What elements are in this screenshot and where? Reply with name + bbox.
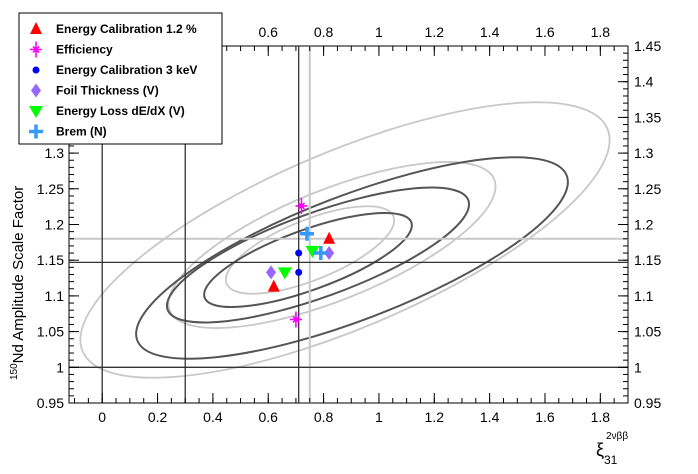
x-top-tick-label-3: 1.2 [425, 24, 445, 40]
y-right-tick-label-4: 1.15 [634, 252, 661, 268]
point-cross-5-1-shape [313, 246, 328, 261]
x-tick-label-3: 0.6 [259, 409, 279, 425]
x-top-tick-label-6: 1.8 [591, 24, 611, 40]
point-triangle-down-4-1-shape [305, 245, 320, 258]
legend-marker-1 [30, 41, 42, 58]
legend-marker-4 [29, 106, 43, 118]
y-right-tick-label-10: 1.45 [634, 38, 661, 54]
legend-label-4: Energy Loss dE/dX (V) [56, 104, 185, 118]
contours-dark [135, 156, 569, 360]
x-top-tick-label-1: 0.8 [314, 24, 334, 40]
point-triangle-up-0-0 [267, 279, 280, 292]
contour-light-2 [167, 161, 497, 329]
y-tick-label-1: 1 [56, 359, 64, 375]
legend-label-2: Energy Calibration 3 keV [56, 63, 197, 77]
legend-label-3: Foil Thickness (V) [56, 84, 159, 98]
point-star-1-1 [289, 311, 302, 328]
x-tick-label-9: 1.8 [591, 409, 611, 425]
legend-label-0: Energy Calibration 1.2 % [56, 22, 197, 36]
legend-marker-0 [30, 22, 42, 34]
x-tick-label-4: 0.8 [314, 409, 334, 425]
point-circle-2-0 [295, 249, 303, 257]
legend-marker-1-center [33, 47, 39, 52]
y-right-tick-label-5: 1.2 [634, 217, 654, 233]
legend-marker-3-shape [31, 83, 41, 98]
point-triangle-up-0-0-shape [267, 279, 280, 292]
legend-marker-0-shape [30, 22, 42, 34]
x-axis-title-main: ξ [596, 440, 604, 460]
y-axis-title-sup: 150 [9, 363, 20, 380]
legend-marker-5 [29, 124, 43, 139]
legend: Energy Calibration 1.2 % Efficiency Energy… [18, 12, 223, 145]
point-triangle-down-4-0-shape [277, 267, 292, 280]
point-triangle-up-0-1-shape [323, 231, 336, 244]
point-diamond-3-1 [324, 246, 335, 261]
y-right-tick-label-8: 1.35 [634, 109, 661, 125]
point-triangle-up-0-1 [323, 231, 336, 244]
point-circle-2-1-shape [295, 268, 303, 276]
y-right-tick-label-6: 1.25 [634, 181, 661, 197]
contour-dark-1 [203, 211, 413, 309]
x-top-tick-label-5: 1.6 [535, 24, 555, 40]
legend-marker-2 [32, 66, 40, 74]
point-star-1-0 [295, 197, 308, 214]
y-tick-label-0: 0.95 [37, 395, 64, 411]
x-tick-label-2: 0.4 [203, 409, 223, 425]
point-triangle-down-4-1 [305, 245, 320, 258]
x-tick-label-6: 1.2 [425, 409, 445, 425]
point-star-1-1-center [293, 317, 299, 322]
legend-marker-5-shape [29, 124, 43, 139]
legend-marker-3 [31, 83, 41, 98]
y-tick-label-2: 1.05 [37, 324, 64, 340]
contour-dark-2 [165, 186, 471, 324]
x-tick-label-5: 1 [375, 409, 383, 425]
y-right-tick-label-1: 1 [634, 359, 642, 375]
x-axis-title-sub: 31 [604, 453, 618, 467]
point-circle-2-0-shape [295, 249, 303, 257]
point-cross-5-0 [299, 226, 314, 241]
y-right-tick-label-7: 1.3 [634, 145, 654, 161]
x-tick-label-7: 1.4 [480, 409, 500, 425]
x-tick-label-1: 0.2 [148, 409, 168, 425]
y-right-tick-label-0: 0.95 [634, 395, 661, 411]
x-tick-label-8: 1.6 [535, 409, 555, 425]
point-cross-5-0-shape [299, 226, 314, 241]
data-points [266, 197, 336, 328]
point-diamond-3-1-shape [324, 246, 335, 261]
x-top-tick-label-0: 0.6 [259, 24, 279, 40]
y-tick-label-5: 1.2 [45, 217, 65, 233]
legend-label-1: Efficiency [56, 43, 113, 57]
y-axis-title: 150Nd Amplitude Scale Factor [9, 186, 27, 380]
point-circle-2-1 [295, 268, 303, 276]
legend-marker-2-shape [32, 66, 40, 74]
y-axis-title-main: Nd Amplitude Scale Factor [10, 186, 27, 364]
point-triangle-down-4-0 [277, 267, 292, 280]
y-tick-label-6: 1.25 [37, 181, 64, 197]
y-tick-label-3: 1.1 [45, 288, 65, 304]
legend-box [18, 12, 223, 145]
x-axis-title: ξ [596, 440, 604, 460]
point-cross-5-1 [313, 246, 328, 261]
legend-label-5: Brem (N) [56, 125, 107, 139]
y-right-tick-label-9: 1.4 [634, 74, 654, 90]
x-top-tick-label-2: 1 [375, 24, 383, 40]
x-top-tick-label-4: 1.4 [480, 24, 500, 40]
x-tick-label-0: 0 [98, 409, 106, 425]
y-tick-label-7: 1.3 [45, 145, 65, 161]
y-right-tick-label-3: 1.1 [634, 288, 654, 304]
contour-dark-3 [135, 156, 569, 360]
legend-marker-4-shape [29, 106, 43, 118]
x-axis-title-sup: 2νββ [606, 431, 628, 442]
point-star-1-0-center [299, 203, 304, 209]
point-diamond-3-0-shape [266, 265, 277, 280]
legend-items: Energy Calibration 1.2 % Efficiency Energy… [29, 22, 197, 139]
y-tick-label-4: 1.15 [37, 252, 64, 268]
point-diamond-3-0 [266, 265, 277, 280]
y-right-tick-label-2: 1.05 [634, 324, 661, 340]
